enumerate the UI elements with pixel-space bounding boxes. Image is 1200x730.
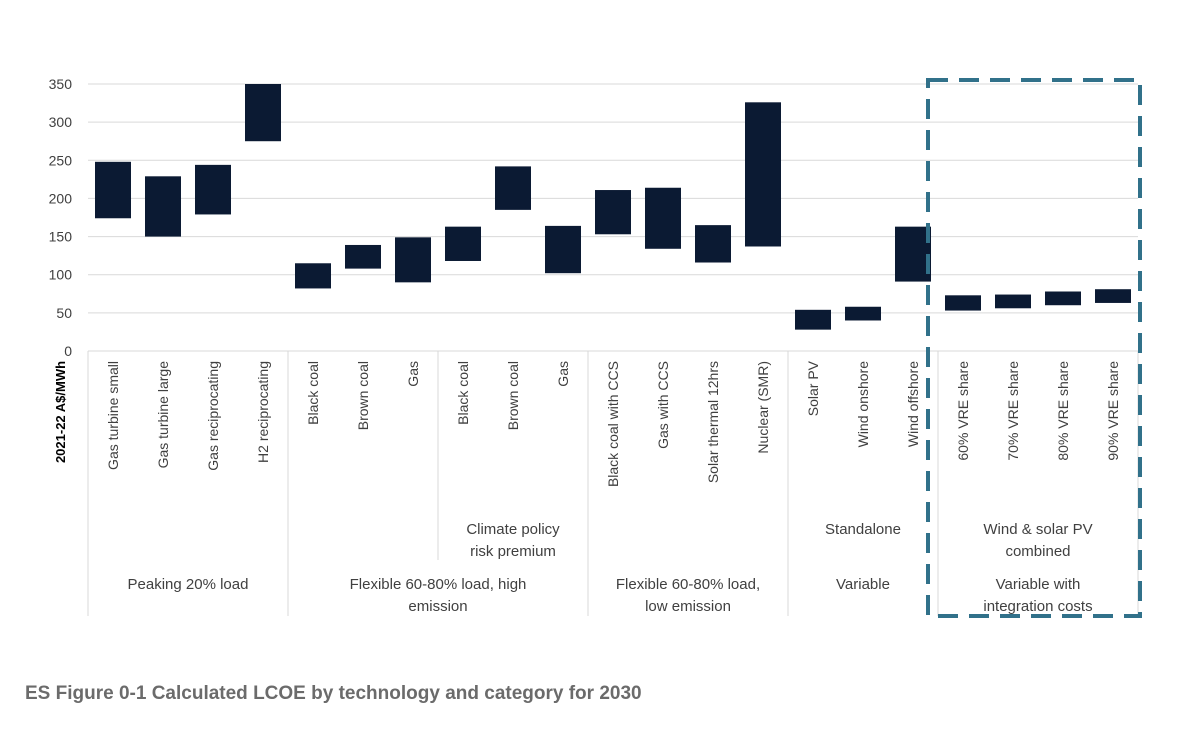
range-bar [595, 190, 631, 235]
subgroup-label: Wind & solar PV combined [983, 521, 1092, 560]
category-label: 80% VRE share [1055, 361, 1071, 461]
group-label: Flexible 60-80% load, high emission [350, 576, 527, 615]
category-label: Black coal [305, 361, 321, 425]
bars [95, 84, 1131, 330]
y-tick-label: 50 [56, 305, 72, 321]
range-bar [295, 263, 331, 289]
y-tick-label: 100 [49, 267, 73, 283]
range-bar [95, 161, 131, 219]
x-axis-labels: Gas turbine small Gas turbine large Gas re… [105, 360, 1121, 487]
category-label: Solar thermal 12hrs [705, 361, 721, 483]
range-bar [945, 295, 981, 311]
category-label: H2 reciprocating [255, 361, 271, 463]
range-bar [1045, 291, 1081, 306]
group-label: Peaking 20% load [128, 576, 249, 593]
range-bar [1095, 289, 1131, 303]
range-bar [995, 294, 1031, 309]
category-label: Brown coal [505, 361, 521, 430]
category-label: Black coal [455, 361, 471, 425]
category-label: 90% VRE share [1105, 361, 1121, 461]
range-bar [545, 225, 581, 274]
range-bar [745, 102, 781, 247]
range-bar [195, 164, 231, 215]
figure-caption: ES Figure 0-1 Calculated LCOE by technol… [25, 683, 642, 704]
y-tick-label: 350 [49, 76, 73, 92]
category-table: Peaking 20% load Flexible 60-80% load, hi… [87, 351, 1139, 616]
group-label: Flexible 60-80% load, low emission [616, 576, 760, 615]
range-bar [445, 226, 481, 261]
integration-costs-highlight-box [926, 78, 1142, 618]
y-axis-ticks: 0 50 100 150 200 250 300 350 [49, 76, 73, 359]
range-bar [395, 237, 431, 283]
range-bar [845, 306, 881, 321]
group-label: Variable with integration costs [983, 576, 1092, 615]
category-label: Gas with CCS [655, 361, 671, 449]
y-tick-label: 0 [64, 343, 72, 359]
range-bar [645, 187, 681, 249]
category-label: Gas [555, 361, 571, 387]
range-bar [495, 166, 531, 210]
category-label: Wind onshore [855, 361, 871, 448]
category-label: Gas turbine small [105, 361, 121, 470]
range-bar [795, 309, 831, 330]
group-label: Variable [836, 576, 890, 593]
category-label: Nuclear (SMR) [755, 361, 771, 454]
category-label: Gas [405, 361, 421, 387]
range-bar [345, 244, 381, 269]
y-tick-label: 300 [49, 114, 73, 130]
category-label: Black coal with CCS [605, 361, 621, 487]
category-label: Brown coal [355, 361, 371, 430]
category-label: Gas turbine large [155, 361, 171, 469]
category-label: Wind offshore [905, 361, 921, 447]
y-axis-label: 2021-22 A$/MWh [53, 361, 68, 463]
subgroup-label: Climate policy risk premium [466, 521, 560, 560]
category-label: Gas reciprocating [205, 361, 221, 471]
category-label: 60% VRE share [955, 361, 971, 461]
category-label: 70% VRE share [1005, 361, 1021, 461]
range-bar [895, 226, 931, 282]
y-tick-label: 200 [49, 190, 73, 206]
range-bar [145, 176, 181, 237]
range-bar [695, 225, 731, 263]
category-label: Solar PV [805, 360, 821, 416]
y-tick-label: 250 [49, 152, 73, 168]
y-tick-label: 150 [49, 229, 73, 245]
subgroup-label: Standalone [825, 521, 901, 538]
range-bar [245, 84, 281, 142]
